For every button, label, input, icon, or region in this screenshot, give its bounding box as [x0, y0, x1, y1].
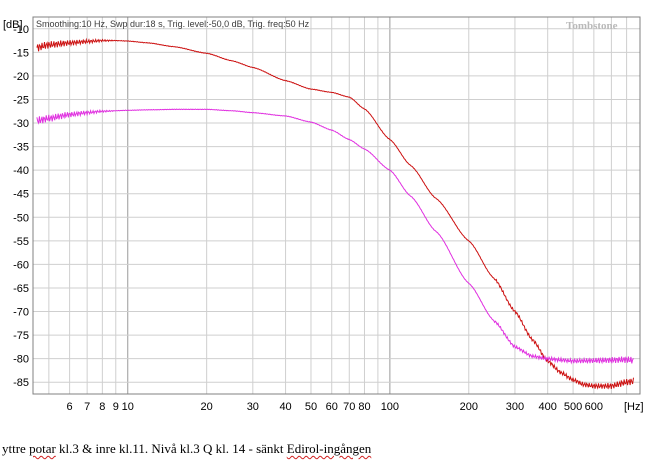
x-tick-label: 70: [343, 401, 355, 413]
measurement-info: Smoothing:10 Hz, Swp dur:18 s, Trig. lev…: [36, 19, 310, 29]
y-tick-label: -20: [13, 71, 29, 83]
caption-middle: kl.3 & inre kl.11. Nivå kl.3 Q kl. 14 - …: [55, 441, 287, 456]
plot-frame: [32, 16, 641, 395]
caption-text: yttre potar kl.3 & inre kl.11. Nivå kl.3…: [2, 441, 371, 457]
chart-background: [0, 0, 648, 433]
y-tick-label: -55: [13, 236, 29, 248]
y-tick-label: -50: [13, 212, 29, 224]
x-tick-label: 400: [539, 401, 557, 413]
y-tick-label: -65: [13, 283, 29, 295]
y-tick-label: -15: [13, 47, 29, 59]
y-unit-label: [dB]: [3, 19, 23, 31]
x-tick-label: 6: [67, 401, 73, 413]
y-tick-label: -85: [13, 377, 29, 389]
caption-word-edirol: Edirol-ingången: [286, 441, 372, 456]
x-tick-label: 200: [460, 401, 478, 413]
y-tick-label: -40: [13, 165, 29, 177]
tick-labels: -10 -15 -20 -25 -30 -35 -40 -45 -50 -55 -60 -65 -70 -…: [13, 24, 603, 413]
x-tick-label: 500: [564, 401, 582, 413]
y-tick-label: -30: [13, 118, 29, 130]
x-tick-label: 80: [358, 401, 370, 413]
y-tick-label: -45: [13, 189, 29, 201]
x-tick-label: 600: [585, 401, 603, 413]
y-tick-label: -10: [13, 24, 29, 36]
curves: [36, 37, 634, 390]
x-tick-label: 20: [201, 401, 213, 413]
x-tick-label: 10: [122, 401, 134, 413]
y-tick-label: -35: [13, 142, 29, 154]
x-tick-label: 60: [326, 401, 338, 413]
y-tick-label: -60: [13, 259, 29, 271]
x-tick-label: 7: [84, 401, 90, 413]
grid: [33, 17, 640, 394]
y-tick-label: -25: [13, 94, 29, 106]
caption-word-potar: potar: [29, 441, 56, 456]
y-tick-label: -75: [13, 330, 29, 342]
y-tick-label: -80: [13, 354, 29, 366]
x-tick-label: 50: [305, 401, 317, 413]
y-tick-label: -70: [13, 307, 29, 319]
x-tick-label: 300: [506, 401, 524, 413]
response-curve-2: [36, 108, 634, 365]
x-tick-label: 30: [247, 401, 259, 413]
caption-prefix: yttre: [2, 441, 30, 456]
x-unit-label: [Hz]: [624, 401, 644, 413]
x-tick-label: 8: [99, 401, 105, 413]
x-tick-label: 40: [279, 401, 291, 413]
x-tick-label: 9: [113, 401, 119, 413]
watermark-logo: Tombstone: [566, 20, 618, 32]
x-tick-label: 100: [381, 401, 399, 413]
response-curve-1: [36, 37, 634, 390]
